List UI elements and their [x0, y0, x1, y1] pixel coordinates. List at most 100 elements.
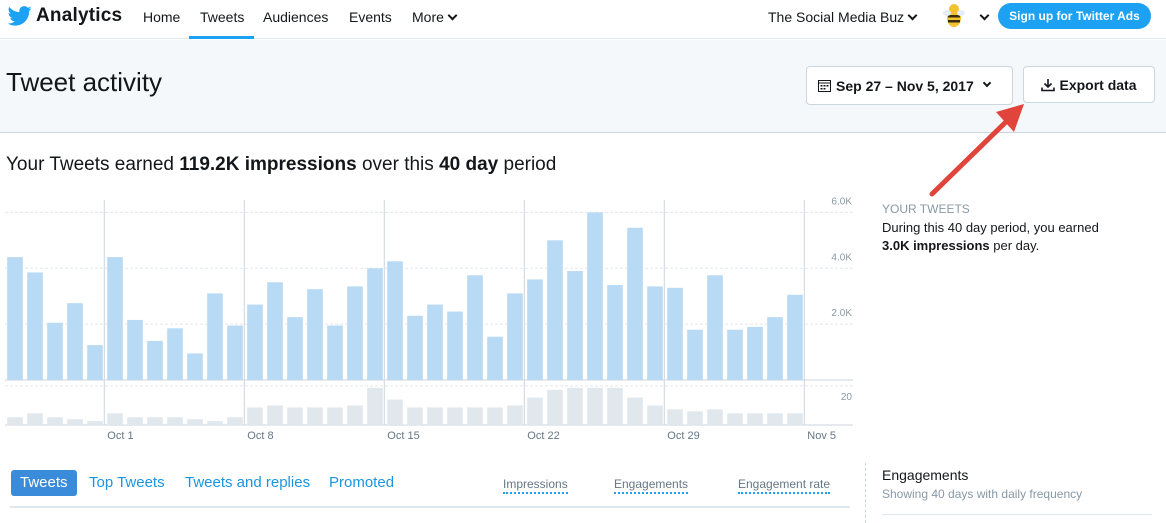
secondary-bar [147, 417, 163, 425]
impressions-bar [447, 311, 463, 380]
secondary-bar [67, 419, 83, 425]
impressions-bar [767, 317, 783, 380]
tabs-divider [10, 506, 850, 508]
secondary-bar [7, 417, 23, 425]
engagements-subtitle: Showing 40 days with daily frequency [882, 487, 1083, 501]
secondary-bar [387, 399, 403, 425]
impressions-bar [287, 317, 303, 380]
chevron-down-icon [907, 10, 918, 21]
secondary-bar [467, 407, 483, 425]
chevron-down-icon [982, 78, 992, 87]
secondary-bar [647, 405, 663, 425]
impressions-summary: Your Tweets earned 119.2K impressions ov… [6, 154, 556, 176]
summary-period: 40 day [439, 154, 499, 175]
secondary-bar [227, 417, 243, 425]
impressions-bar [607, 285, 623, 380]
avatar-menu-toggle[interactable] [976, 9, 990, 27]
impressions-bar [247, 304, 263, 380]
tab-top-tweets[interactable]: Top Tweets [89, 474, 165, 491]
secondary-bar [47, 417, 63, 425]
impressions-bar [527, 279, 543, 380]
x-tick-label: Oct 22 [527, 430, 559, 442]
engagements-divider [882, 514, 1152, 515]
summary-middle: over this [356, 154, 440, 175]
page-title: Tweet activity [6, 67, 163, 97]
impressions-bar [507, 293, 523, 380]
export-data-button[interactable]: Export data [1023, 66, 1155, 103]
impressions-bar [567, 271, 583, 380]
x-tick-label: Oct 15 [387, 430, 419, 442]
secondary-bar [347, 405, 363, 425]
secondary-bar [327, 407, 343, 425]
impressions-bar [227, 325, 243, 380]
secondary-bar [607, 387, 623, 425]
analytics-logo[interactable]: Analytics [8, 5, 122, 27]
secondary-bar [87, 421, 103, 425]
secondary-bar [447, 407, 463, 425]
impressions-bar [387, 261, 403, 380]
secondary-bar [427, 407, 443, 425]
summary-impressions: 119.2K impressions [179, 154, 357, 175]
impressions-bar [167, 328, 183, 380]
nav-tweets[interactable]: Tweets [189, 9, 255, 39]
secondary-bar [747, 413, 763, 425]
impressions-bar [127, 319, 143, 380]
impressions-bar [67, 303, 83, 380]
impressions-bar [547, 240, 563, 380]
secondary-bar [767, 413, 783, 425]
y-tick-label: 20 [841, 392, 853, 403]
y-tick-label: 4.0K [831, 252, 852, 263]
impressions-bar [747, 326, 763, 380]
impressions-chart: 2.0K 4.0K 6.0K 20 Oct 1 Oct 8 Oct 15 Oct 22 Oct … [5, 196, 853, 442]
impressions-bar [787, 294, 803, 380]
sidebar-value: 3.0K impressions [882, 238, 990, 253]
secondary-bar [547, 389, 563, 425]
impressions-bar [347, 286, 363, 380]
date-range-picker[interactable]: Sep 27 – Nov 5, 2017 [806, 66, 1013, 105]
impressions-bar [327, 325, 343, 380]
impressions-bar [407, 315, 423, 380]
tab-tweets[interactable]: Tweets [11, 470, 77, 496]
account-switcher[interactable]: The Social Media Buz [768, 9, 918, 25]
nav-home[interactable]: Home [143, 9, 181, 25]
sidebar-heading: YOUR TWEETS [882, 202, 970, 216]
impressions-bar [367, 268, 383, 380]
twitter-bird-icon [8, 6, 32, 26]
secondary-bar [247, 407, 263, 425]
secondary-bar [507, 405, 523, 425]
tab-tweets-and-replies[interactable]: Tweets and replies [185, 474, 311, 491]
nav-audiences[interactable]: Audiences [263, 9, 329, 25]
secondary-bar [567, 387, 583, 425]
x-tick-label: Oct 29 [667, 430, 699, 442]
metric-impressions[interactable]: Impressions [503, 477, 568, 494]
sidebar-text: During this 40 day period, you earned [882, 220, 1099, 235]
nav-events[interactable]: Events [349, 9, 392, 25]
date-range-label: Sep 27 – Nov 5, 2017 [836, 77, 974, 94]
calendar-icon [818, 80, 831, 92]
tab-promoted[interactable]: Promoted [329, 474, 395, 491]
metric-engagement-rate[interactable]: Engagement rate [738, 477, 831, 494]
avatar[interactable] [942, 3, 966, 29]
signup-twitter-ads-button[interactable]: Sign up for Twitter Ads [998, 3, 1151, 29]
secondary-bar [667, 409, 683, 425]
secondary-bar [167, 417, 183, 425]
chevron-down-icon [447, 10, 458, 21]
brand-text: Analytics [36, 5, 123, 26]
secondary-bar [287, 407, 303, 425]
top-nav: Analytics Home Tweets Audiences Events M… [0, 0, 1166, 39]
secondary-bar [727, 413, 743, 425]
impressions-bar [727, 329, 743, 380]
impressions-bar [427, 304, 443, 380]
metric-engagements[interactable]: Engagements [614, 477, 689, 494]
impressions-bar [667, 287, 683, 380]
impressions-bar [687, 329, 703, 380]
export-data-label: Export data [1059, 76, 1137, 93]
secondary-bar [27, 413, 43, 425]
nav-more[interactable]: More [412, 9, 458, 39]
summary-prefix: Your Tweets earned [6, 154, 180, 175]
impressions-bar [7, 257, 23, 380]
impressions-bar [307, 289, 323, 380]
secondary-bar [787, 413, 803, 425]
secondary-bar [187, 419, 203, 425]
impressions-bar [87, 345, 103, 380]
